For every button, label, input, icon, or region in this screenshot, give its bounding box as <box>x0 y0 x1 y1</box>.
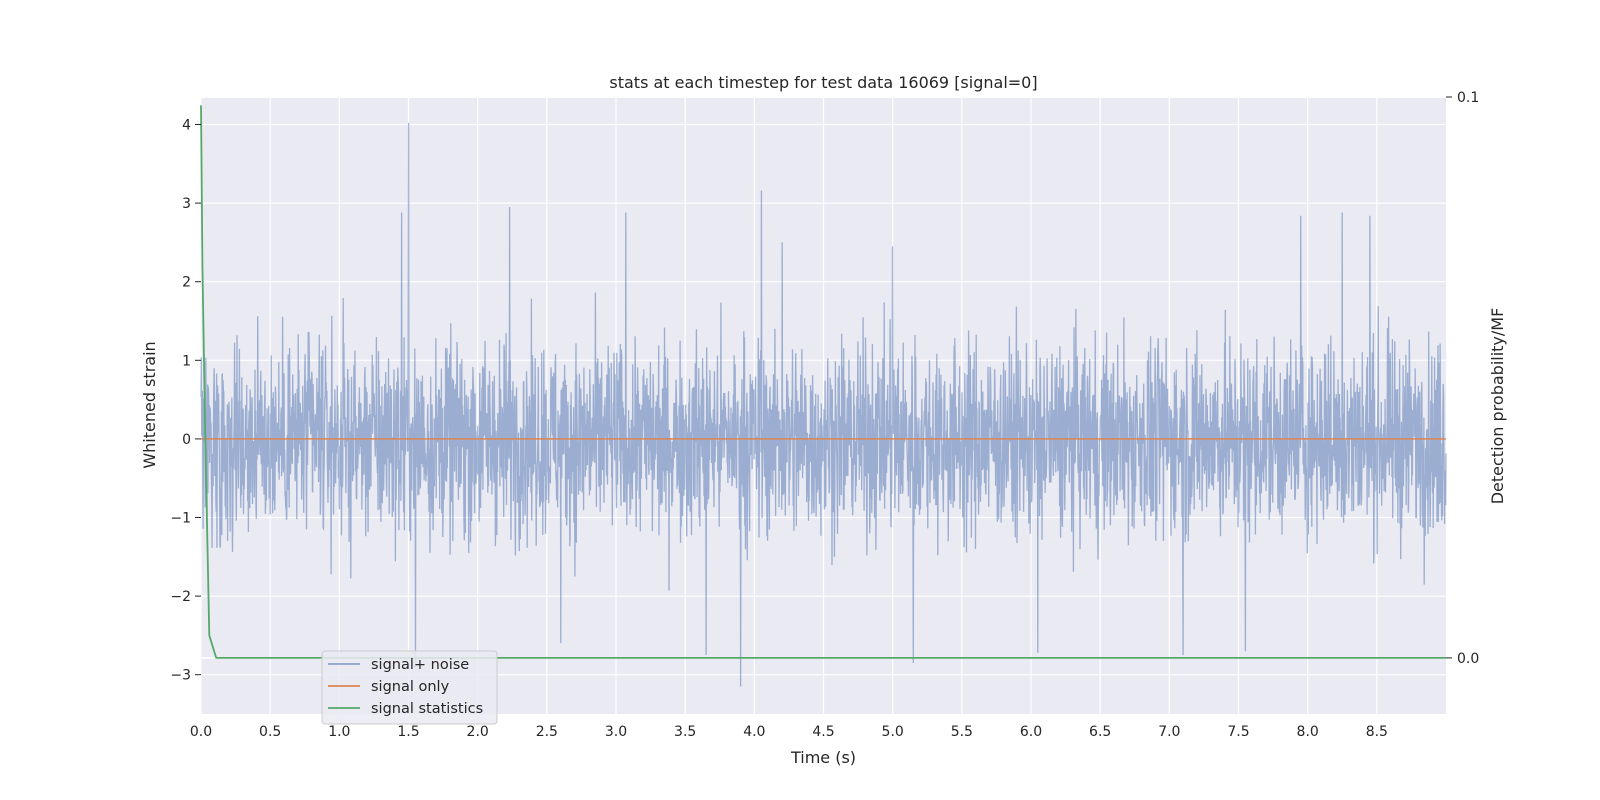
y-tick-label: 4 <box>182 118 191 134</box>
x-tick-label: 8.5 <box>1366 724 1388 740</box>
y-axis-right-title: Detection probability/MF <box>1488 308 1507 505</box>
x-tick-label: 5.0 <box>882 724 904 740</box>
legend-label-signal-noise: signal+ noise <box>371 657 469 673</box>
x-tick-label: 7.0 <box>1158 724 1180 740</box>
x-tick-label: 0.0 <box>190 724 212 740</box>
x-tick-label: 3.5 <box>674 724 696 740</box>
tick-layer: 0.0 0.5 1.0 1.5 2.0 2.5 3.0 3.5 4.0 4.5 5.0 5.5 6.0 6… <box>170 90 1479 740</box>
x-tick-label: 8.0 <box>1297 724 1319 740</box>
x-tick-label: 0.5 <box>259 724 281 740</box>
legend: signal+ noise signal only signal statist… <box>321 650 498 725</box>
y-tick-label: −1 <box>170 511 191 527</box>
x-tick-label: 6.0 <box>1020 724 1042 740</box>
chart-title: stats at each timestep for test data 160… <box>609 73 1037 92</box>
y-tick-label: 2 <box>182 275 191 291</box>
x-axis-title: Time (s) <box>790 748 856 767</box>
y-right-tick-label: 0.1 <box>1457 90 1479 106</box>
x-tick-label: 2.0 <box>467 724 489 740</box>
x-tick-label: 4.5 <box>812 724 834 740</box>
legend-label-signal-statistics: signal statistics <box>371 701 483 717</box>
series-signal-noise-line <box>200 122 1447 687</box>
y-right-tick-label: 0.0 <box>1457 651 1479 667</box>
x-tick-label: 5.5 <box>951 724 973 740</box>
y-tick-label: 0 <box>182 432 191 448</box>
x-tick-label: 1.0 <box>328 724 350 740</box>
legend-box <box>321 650 498 725</box>
legend-label-signal-only: signal only <box>371 679 450 695</box>
y-tick-label: 3 <box>182 196 191 212</box>
y-tick-label: −3 <box>170 668 191 684</box>
x-tick-label: 6.5 <box>1089 724 1111 740</box>
x-tick-label: 4.0 <box>743 724 765 740</box>
y-axis-title: Whitened strain <box>140 341 159 468</box>
y-tick-label: 1 <box>182 353 191 369</box>
x-tick-label: 3.0 <box>605 724 627 740</box>
x-tick-label: 2.5 <box>536 724 558 740</box>
x-tick-label: 1.5 <box>397 724 419 740</box>
y-tick-label: −2 <box>170 589 191 605</box>
x-tick-label: 7.5 <box>1227 724 1249 740</box>
